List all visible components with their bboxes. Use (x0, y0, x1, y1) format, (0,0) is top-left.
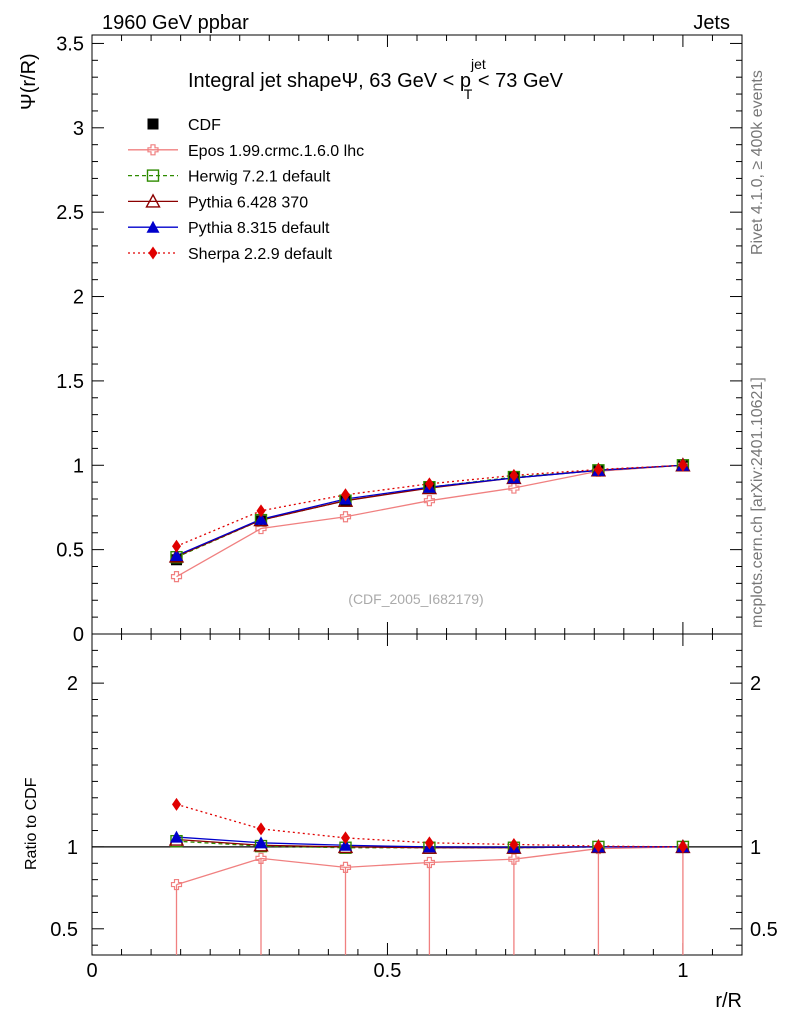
series-marker-4 (172, 539, 181, 553)
series-marker-0 (423, 495, 436, 507)
ratio-marker-3 (339, 838, 352, 851)
series-marker-4 (593, 462, 603, 476)
legend-marker-3 (146, 220, 160, 233)
series-marker-0-shape (170, 571, 183, 583)
ratio-tick-label-right: 1 (750, 837, 761, 859)
series-marker-0 (255, 522, 267, 535)
ratio-marker-4 (509, 837, 519, 851)
y-tick-label: 1.5 (56, 371, 84, 393)
ratio-marker-0 (339, 861, 352, 873)
ratio-marker-4 (593, 839, 603, 853)
series-marker-4 (509, 468, 519, 482)
ratio-marker-3 (254, 836, 268, 849)
legend-marker-1 (146, 169, 160, 182)
rivet-label: Rivet 4.1.0, ≥ 400k events (749, 70, 766, 255)
series-marker-4 (424, 477, 434, 491)
ratio-tick-label-right: 2 (750, 673, 761, 695)
series-marker-0-shape (339, 511, 352, 523)
header-right: Jets (693, 12, 730, 34)
ratio-marker-4 (172, 797, 181, 811)
series-marker-3 (254, 512, 268, 525)
series-marker-0 (339, 511, 352, 523)
y-axis-label: Ψ(r/R) (18, 53, 40, 110)
legend-label-1: Herwig 7.2.1 default (188, 169, 331, 186)
y-tick-label: 1 (73, 455, 84, 477)
y-tick-label: 0 (73, 624, 84, 646)
ratio-frame (91, 633, 743, 956)
ratio-marker-4 (424, 836, 434, 850)
ratio-marker-4 (256, 822, 266, 836)
y-tick-label: 2.5 (56, 202, 84, 224)
legend-label-0: Epos 1.99.crmc.1.6.0 lhc (188, 143, 364, 160)
y-tick-label: 2 (73, 287, 84, 309)
series-marker-0-shape (423, 495, 436, 507)
ratio-tick-label: 0.5 (50, 919, 78, 941)
y-tick-label: 3.5 (56, 33, 84, 55)
legend-marker-2 (145, 193, 161, 208)
x-tick-label: 1 (677, 960, 688, 982)
chart-title: Integral jet shapeΨ, 63 GeV < pjet T < 73… (188, 56, 564, 102)
ratio-tick-label-right: 0.5 (750, 919, 778, 941)
x-axis-label: r/R (715, 990, 742, 1012)
legend-marker-4 (148, 246, 158, 260)
ratio-tick-label: 1 (67, 837, 78, 859)
series-marker-0-shape (508, 482, 520, 494)
ratio-tick-label: 2 (67, 673, 78, 695)
series-marker-0-shape (255, 522, 267, 535)
ratio-panel: 0.5 0.5 1 1 2 2 0 0.5 1 (50, 633, 778, 982)
legend-marker-0-shape (147, 144, 159, 156)
ratio-marker-0-shape (255, 852, 267, 864)
ratio-y-axis-label: Ratio to CDF (23, 777, 40, 870)
ratio-marker-0 (170, 878, 183, 891)
ratio-marker-0-shape (170, 878, 183, 891)
series-marker-0 (170, 571, 183, 583)
legend-marker-data (147, 118, 159, 130)
ratio-marker-0-shape (339, 861, 352, 873)
ratio-marker-0-shape (508, 853, 520, 865)
main-panel: 0 0.5 1 1.5 2 2.5 3 3.5 (56, 33, 743, 646)
legend-label-data: CDF (188, 117, 221, 134)
legend-label-2: Pythia 6.428 370 (188, 194, 308, 211)
x-tick-label: 0 (86, 960, 97, 982)
legend-marker-0 (147, 144, 159, 156)
legend: CDF Epos 1.99.crmc.1.6.0 lhc Herwig 7.2.1 … (128, 117, 364, 263)
x-tick-label: 0.5 (374, 960, 402, 982)
legend-label-4: Sherpa 2.2.9 default (188, 246, 333, 263)
ratio-marker-0 (423, 856, 436, 869)
analysis-watermark: (CDF_2005_I682179) (348, 591, 483, 607)
mcplots-label: mcplots.cern.ch [arXiv:2401.10621] (749, 377, 766, 628)
ratio-marker-0 (255, 852, 267, 864)
legend-label-3: Pythia 8.315 default (188, 220, 330, 237)
header-left: 1960 GeV ppbar (102, 12, 249, 34)
series-marker-0 (508, 482, 520, 494)
ratio-marker-4 (341, 831, 350, 845)
series-marker-3 (170, 549, 183, 562)
series-marker-4 (341, 488, 350, 502)
ratio-marker-4 (678, 840, 688, 854)
ratio-marker-0-shape (423, 856, 436, 869)
series-marker-4 (256, 504, 266, 518)
ratio-marker-0 (508, 853, 520, 865)
y-tick-label: 0.5 (56, 540, 84, 562)
y-tick-label: 3 (73, 118, 84, 140)
ratio-marker-3 (170, 830, 183, 843)
series-marker-4 (678, 458, 688, 472)
